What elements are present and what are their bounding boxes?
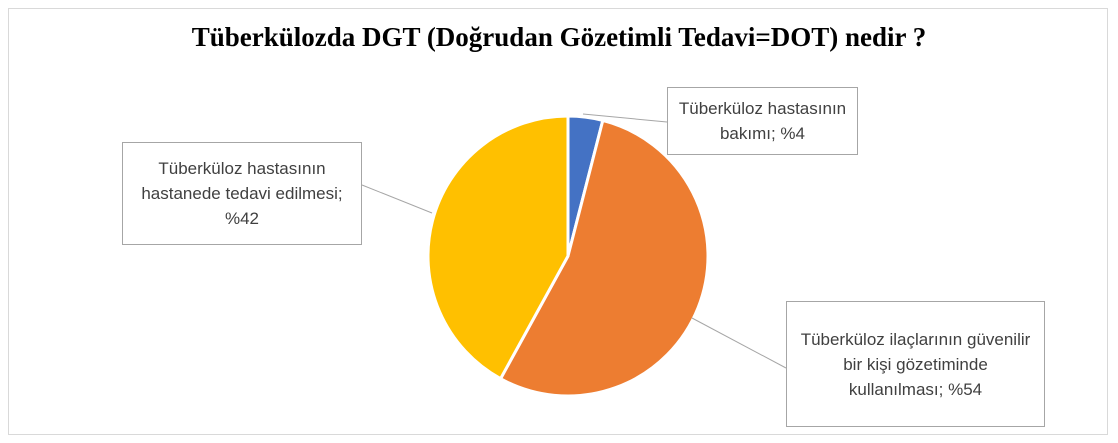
leader-line	[582, 113, 668, 123]
chart-title: Tüberkülozda DGT (Doğrudan Gözetimli Ted…	[191, 22, 927, 52]
chart-frame	[8, 8, 1108, 435]
data-label: Tüberküloz hastasının hastanede tedavi e…	[122, 142, 362, 245]
data-label: Tüberküloz hastasının bakımı; %4	[667, 87, 858, 155]
pie-slice	[498, 118, 710, 398]
data-label: Tüberküloz ilaçlarının güvenilir bir kiş…	[786, 301, 1045, 427]
leader-line	[361, 184, 433, 214]
pie-slice	[426, 114, 570, 381]
leader-line	[691, 317, 787, 369]
